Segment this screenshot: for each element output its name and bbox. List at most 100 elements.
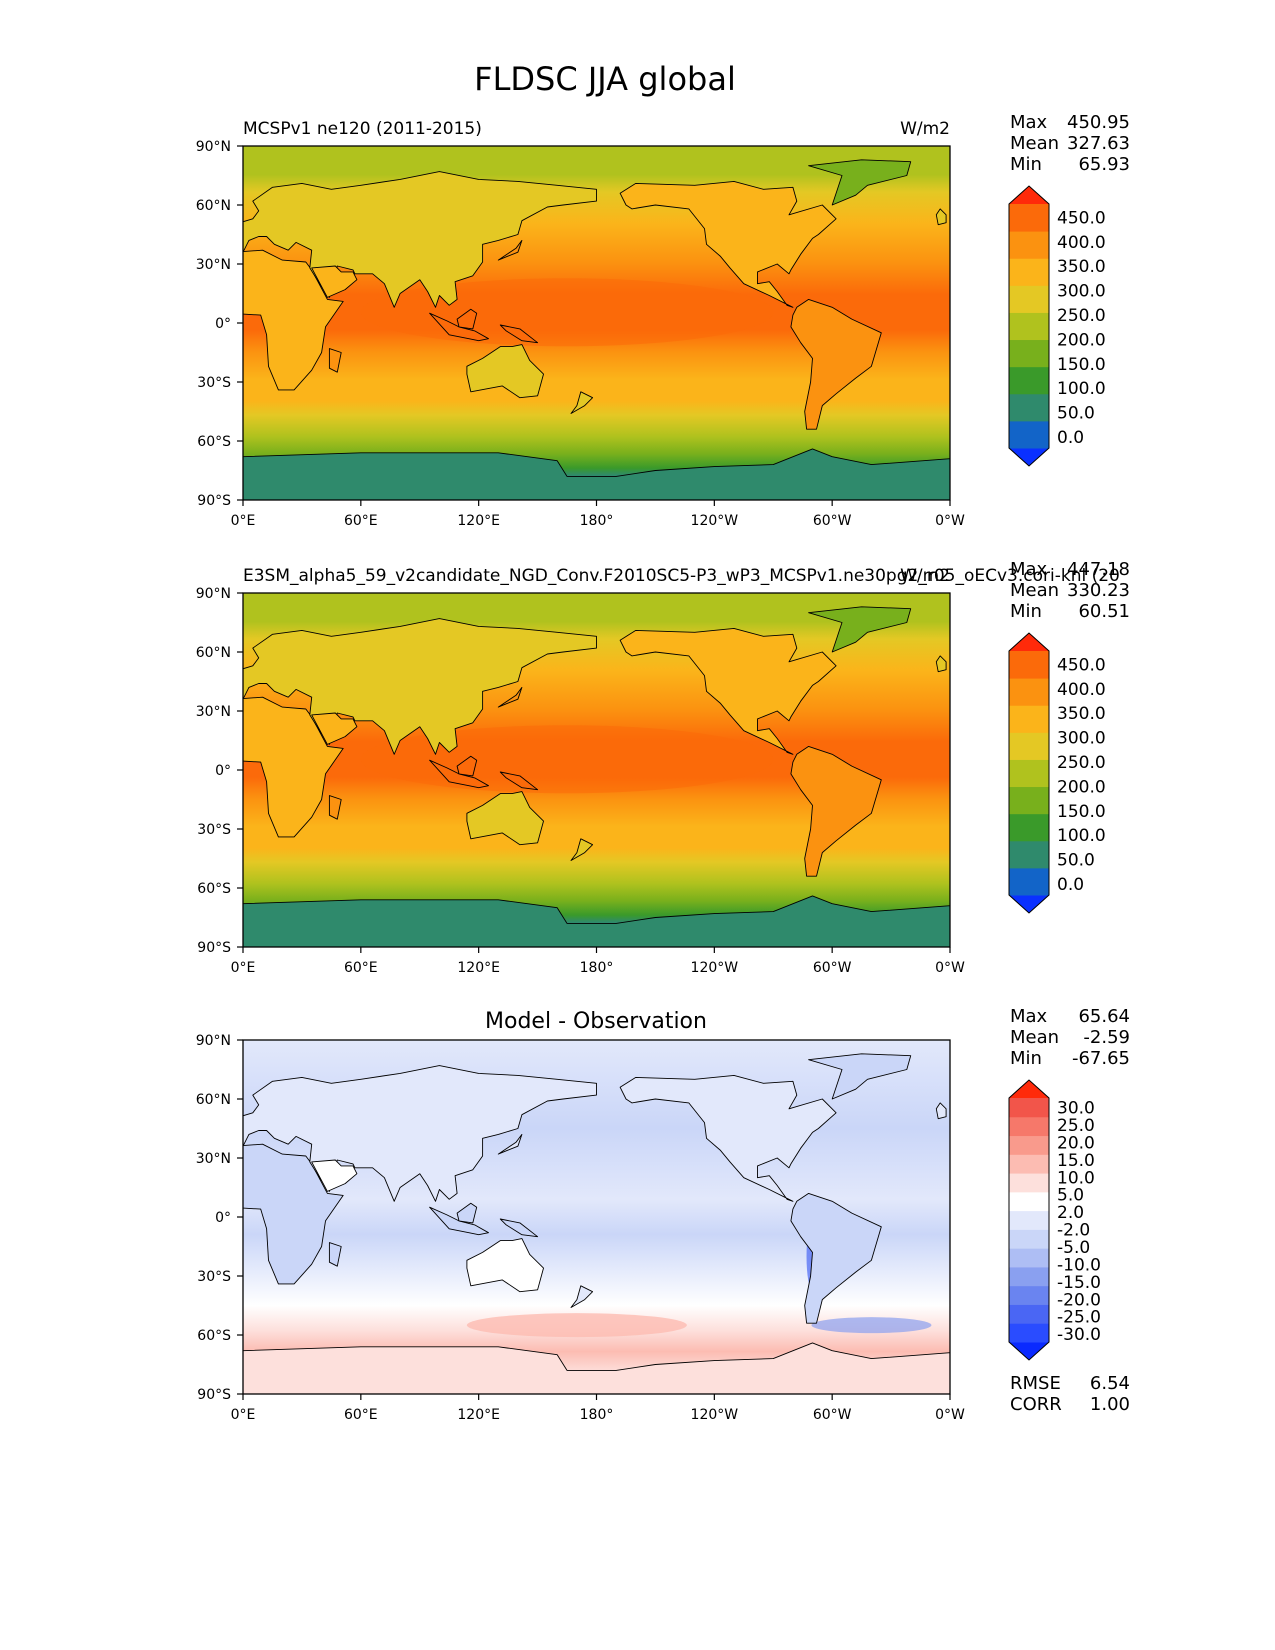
- colorbar-segment: [1009, 1248, 1049, 1268]
- landmass-arabia: [311, 265, 358, 298]
- lat-tick-label: 0°: [215, 763, 231, 779]
- colorbar-label: 450.0: [1057, 655, 1106, 675]
- panel-1-stat-mean-value: 327.63: [1067, 133, 1130, 154]
- colorbar-label: 350.0: [1057, 257, 1106, 277]
- lat-tick-label: 60°S: [197, 1328, 231, 1344]
- colorbar-segment: [1009, 1191, 1049, 1212]
- colorbar-label: 450.0: [1057, 208, 1106, 228]
- panel-2-continents: [243, 606, 950, 947]
- colorbar-outline: [1008, 185, 1050, 467]
- colorbar-label: 100.0: [1057, 826, 1106, 846]
- colorbar-segment: [1009, 1304, 1049, 1324]
- colorbar-segment: [1009, 1135, 1049, 1155]
- lon-tick-label: 120°W: [691, 1407, 739, 1423]
- colorbar-label: -5.0: [1057, 1238, 1090, 1258]
- colorbar-segment: [1009, 366, 1049, 395]
- panel-2-stats: Max 447.18 Mean 330.23 Min 60.51: [1010, 559, 1130, 622]
- colorbar-label: 250.0: [1057, 753, 1106, 773]
- colorbar-label: 150.0: [1057, 802, 1106, 822]
- colorbar-label: 100.0: [1057, 379, 1106, 399]
- tropical-warm-band: [360, 725, 774, 794]
- colorbar-segment: [1009, 420, 1049, 449]
- lat-tick-label: 30°N: [196, 257, 231, 273]
- panel-1-stat-mean-label: Mean: [1010, 133, 1059, 154]
- lat-tick-label: 60°N: [196, 1092, 231, 1108]
- landmass-australia: [466, 344, 544, 399]
- landmass-uk: [935, 655, 947, 673]
- colorbar-extend-min: [1009, 895, 1049, 913]
- colorbar-label: -15.0: [1057, 1273, 1101, 1293]
- panel-3-corr-label: CORR: [1010, 1394, 1062, 1415]
- lon-tick-label: 60°E: [344, 960, 378, 976]
- colorbar-segment: [1009, 339, 1049, 368]
- landmass-newGuinea: [499, 771, 539, 791]
- lon-tick-label: 60°W: [813, 960, 852, 976]
- panel-3-stat-mean-label: Mean: [1010, 1027, 1059, 1048]
- panel-3-stat-max-value: 65.64: [1078, 1006, 1130, 1027]
- panel-1-stat-min-label: Min: [1010, 154, 1042, 175]
- panel-1-stat-max-value: 450.95: [1067, 112, 1130, 133]
- colorbar-label: 5.0: [1057, 1186, 1084, 1206]
- landmass-borneo: [456, 1202, 478, 1224]
- lat-tick-label: 60°S: [197, 881, 231, 897]
- colorbar-segment: [1009, 393, 1049, 422]
- figure-title: FLDSC JJA global: [474, 60, 736, 98]
- lon-tick-label: 120°E: [457, 960, 500, 976]
- lon-tick-label: 60°E: [344, 1407, 378, 1423]
- colorbar-segment: [1009, 1154, 1049, 1174]
- colorbar-extend-max: [1009, 186, 1049, 204]
- landmass-madagascar: [328, 1242, 342, 1267]
- colorbar-label: 200.0: [1057, 330, 1106, 350]
- lon-tick-label: 0°W: [935, 1407, 965, 1423]
- panel-2-units: W/m2: [900, 566, 950, 586]
- panel-2-stat-mean-label: Mean: [1010, 580, 1059, 601]
- panel-3-colorbar: 30.025.020.015.010.05.02.0-2.0-5.0-10.0-…: [1008, 1079, 1101, 1361]
- colorbar-extend-max: [1009, 1080, 1049, 1098]
- colorbar-label: 2.0: [1057, 1203, 1084, 1223]
- panel-3-metrics: RMSE 6.54 CORR 1.00: [1010, 1373, 1130, 1415]
- colorbar-label: 50.0: [1057, 404, 1095, 424]
- colorbar-extend-min: [1009, 448, 1049, 466]
- colorbar-label: 20.0: [1057, 1133, 1095, 1153]
- lon-tick-label: 180°: [580, 960, 614, 976]
- landmass-arabia: [311, 1159, 358, 1192]
- landmass-uk: [935, 208, 947, 226]
- colorbar-segment: [1009, 258, 1049, 286]
- colorbar-segment: [1009, 1116, 1049, 1137]
- colorbar-segment: [1009, 1229, 1049, 1249]
- panel-3-stats: Max 65.64 Mean -2.59 Min -67.65: [1010, 1006, 1130, 1069]
- landmass-australia: [466, 791, 544, 846]
- colorbar-segment: [1009, 1098, 1049, 1118]
- lat-tick-label: 90°S: [197, 493, 231, 509]
- colorbar-extend-min: [1009, 1342, 1049, 1360]
- lat-tick-label: 0°: [215, 316, 231, 332]
- colorbar-label: -25.0: [1057, 1308, 1101, 1328]
- lon-tick-label: 60°E: [344, 513, 378, 529]
- panel-1: MCSPv1 ne120 (2011-2015) W/m2 90°N 60°N 30…: [196, 119, 965, 529]
- panel-3-lon-axis: 0°E 60°E 120°E 180° 120°W 60°W 0°W: [231, 1394, 965, 1423]
- lat-tick-label: 90°N: [196, 586, 231, 602]
- lat-tick-label: 90°S: [197, 1387, 231, 1403]
- colorbar-extend-max: [1009, 633, 1049, 651]
- landmass-southAm: [790, 745, 882, 877]
- panel-2-colorbar: 450.0 400.0 350.0 300.0 250.0 200.0 150.0 100.0…: [1008, 632, 1106, 914]
- colorbar-label: 400.0: [1057, 233, 1106, 253]
- lon-tick-label: 120°E: [457, 513, 500, 529]
- colorbar-segment: [1009, 786, 1049, 815]
- colorbar-segment: [1009, 312, 1049, 341]
- landmass-antarctic: [243, 895, 950, 947]
- panel-2-stat-max-value: 447.18: [1067, 559, 1130, 580]
- landmass-newGuinea: [499, 324, 539, 344]
- landmass-borneo: [456, 755, 478, 777]
- colorbar-segment: [1009, 840, 1049, 869]
- lon-tick-label: 60°W: [813, 1407, 852, 1423]
- colorbar-label: -10.0: [1057, 1255, 1101, 1275]
- landmass-southAm: [790, 1192, 882, 1324]
- lon-tick-label: 120°W: [691, 513, 739, 529]
- colorbar-segment: [1009, 1173, 1049, 1193]
- lat-tick-label: 90°N: [196, 1033, 231, 1049]
- colorbar-label: -20.0: [1057, 1290, 1101, 1310]
- lat-tick-label: 30°N: [196, 1151, 231, 1167]
- panel-2-stat-max-label: Max: [1010, 559, 1048, 580]
- colorbar-label: 150.0: [1057, 355, 1106, 375]
